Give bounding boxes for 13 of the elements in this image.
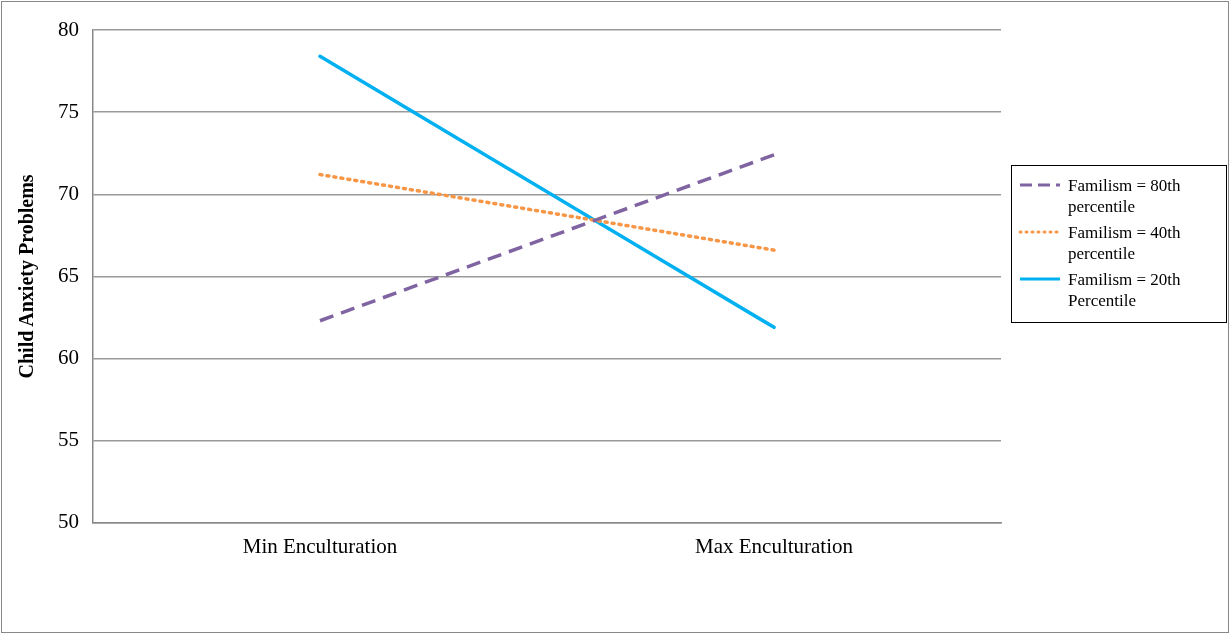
x-tick-label: Min Enculturation xyxy=(242,533,398,558)
legend-label: Familism = 80th percentile xyxy=(1068,175,1182,217)
y-tick-label: 65 xyxy=(58,262,79,287)
y-tick-label: 55 xyxy=(58,427,79,452)
y-axis-title: Child Anxiety Problems xyxy=(15,174,39,379)
y-tick-label: 70 xyxy=(58,180,79,205)
x-tick-label: Max Enculturation xyxy=(694,533,854,558)
y-tick-label: 80 xyxy=(58,16,79,41)
legend-label: Familism = 20th Percentile xyxy=(1068,269,1182,311)
y-tick-label: 60 xyxy=(58,345,79,370)
y-tick-label: 75 xyxy=(58,98,79,123)
legend-label: Familism = 40th percentile xyxy=(1068,222,1182,264)
y-tick-label: 50 xyxy=(58,509,79,534)
